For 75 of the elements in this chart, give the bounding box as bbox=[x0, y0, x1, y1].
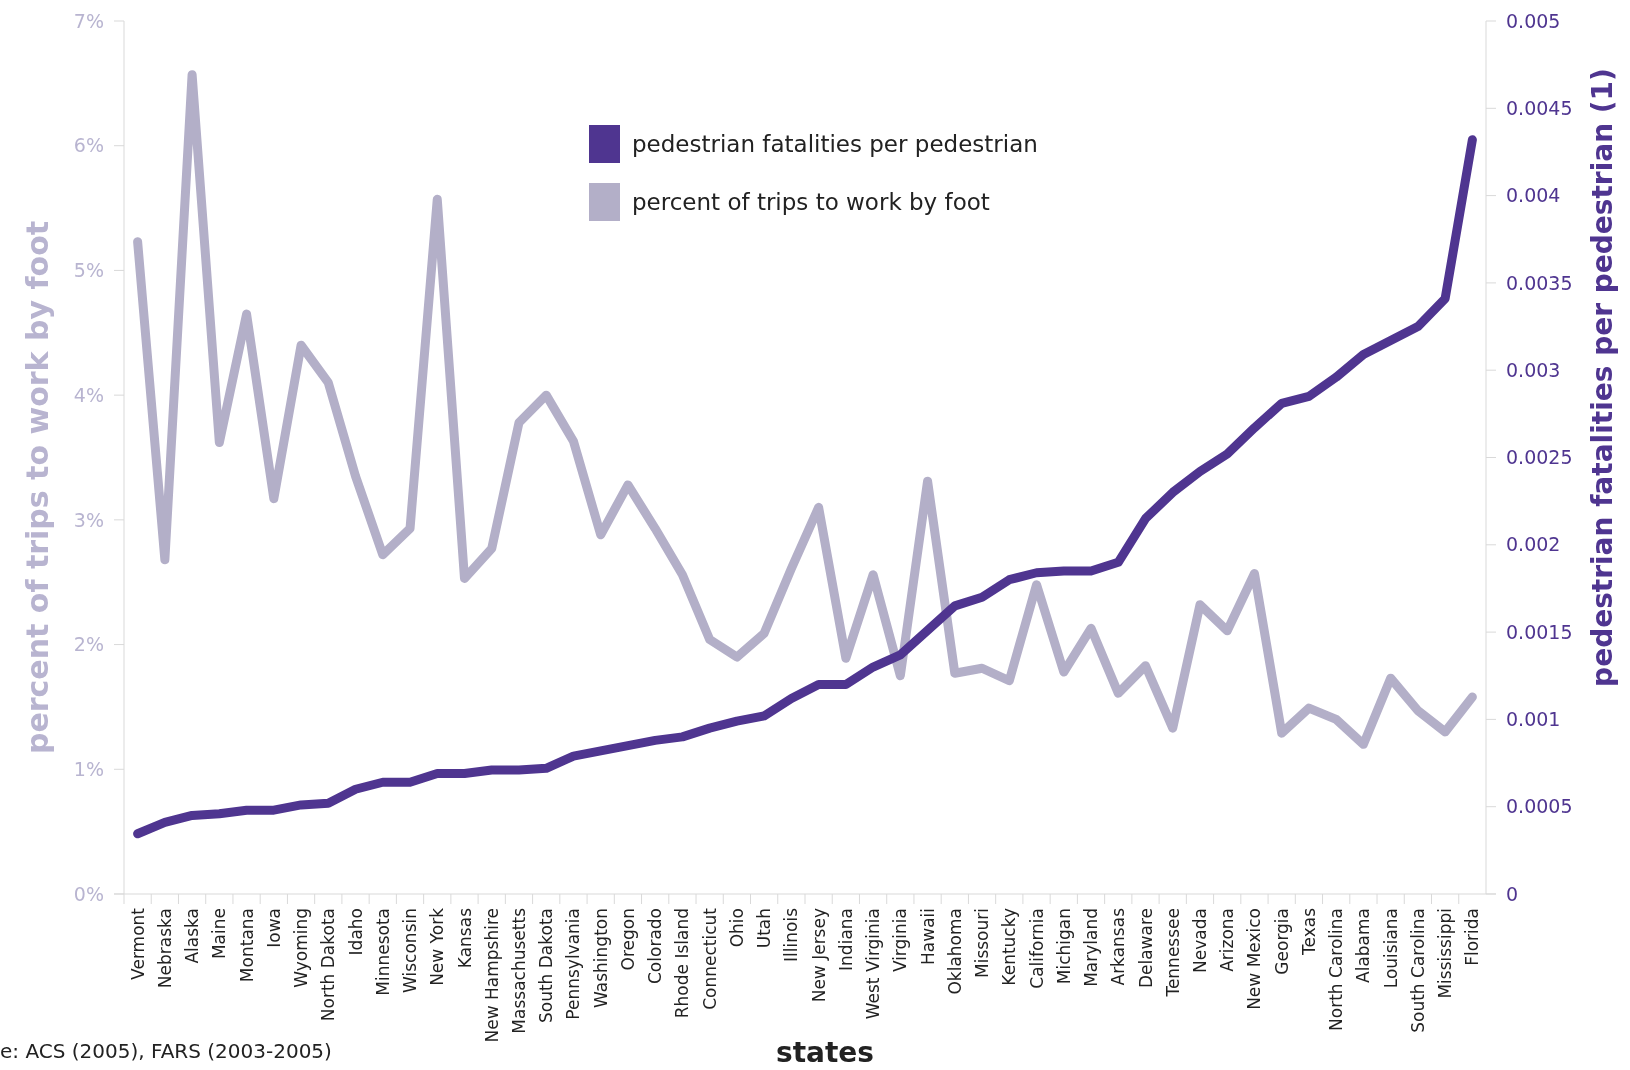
x-tick-label: Virginia bbox=[890, 908, 911, 973]
x-tick-label: Arkansas bbox=[1108, 907, 1129, 986]
x-tick-label: Arizona bbox=[1217, 908, 1238, 972]
x-tick-label: Kentucky bbox=[999, 908, 1020, 986]
x-tick-label: Minnesota bbox=[372, 908, 393, 996]
x-tick-label: Tennessee bbox=[1162, 908, 1183, 998]
x-tick-label: Maine bbox=[209, 908, 230, 960]
x-tick-label: New Mexico bbox=[1244, 908, 1265, 1010]
x-tick-label: South Dakota bbox=[536, 908, 557, 1024]
x-tick-label: Missouri bbox=[972, 908, 993, 978]
x-tick-label: Wisconsin bbox=[400, 908, 421, 993]
x-axis-title: states bbox=[776, 1036, 874, 1069]
y2-tick-label: 0.0035 bbox=[1506, 271, 1573, 294]
y-tick-label: 6% bbox=[73, 134, 104, 157]
y-tick-label: 4% bbox=[73, 383, 104, 406]
y2-tick-label: 0.004 bbox=[1506, 184, 1561, 207]
x-tick-label: Oregon bbox=[617, 908, 638, 971]
x-tick-label: Louisiana bbox=[1380, 908, 1401, 989]
x-tick-label: Hawaii bbox=[917, 908, 938, 965]
x-tick-label: Massachusetts bbox=[508, 907, 529, 1034]
y2-axis-title: pedestrian fatalities per pedestrian (1) bbox=[1586, 68, 1619, 687]
x-tick-label: Nevada bbox=[1189, 908, 1210, 973]
legend-label: pedestrian fatalities per pedestrian bbox=[632, 131, 1038, 158]
y2-tick-label: 0.0025 bbox=[1506, 446, 1573, 469]
x-tick-label: Alaska bbox=[182, 908, 203, 964]
x-tick-label: Nebraska bbox=[154, 908, 175, 989]
x-tick-label: South Carolina bbox=[1407, 908, 1428, 1033]
x-tick-label: Rhode Island bbox=[672, 908, 693, 1019]
text: e: ACS (2005), FARS (2003-2005) bbox=[0, 1039, 332, 1063]
y2-tick-label: 0 bbox=[1506, 882, 1519, 905]
x-tick-label: Vermont bbox=[127, 907, 148, 980]
x-tick-label: West Virginia bbox=[863, 908, 884, 1020]
x-tick-label: Texas bbox=[1298, 907, 1319, 956]
y2-tick-label: 0.0015 bbox=[1506, 620, 1573, 643]
x-tick-label: Georgia bbox=[1271, 908, 1292, 975]
y-tick-label: 3% bbox=[73, 508, 104, 531]
x-tick-label: Florida bbox=[1462, 908, 1483, 966]
x-tick-label: New York bbox=[427, 907, 448, 986]
y-tick-label: 1% bbox=[73, 757, 104, 780]
x-tick-label: North Carolina bbox=[1326, 908, 1347, 1031]
x-tick-label: Montana bbox=[236, 908, 257, 983]
x-tick-label: Mississippi bbox=[1435, 908, 1456, 999]
y-axis-title: percent of trips to work by foot bbox=[20, 220, 55, 755]
x-tick-label: Ohio bbox=[726, 908, 747, 948]
x-tick-label: Iowa bbox=[263, 908, 284, 948]
y2-tick-label: 0.003 bbox=[1506, 358, 1561, 381]
x-tick-label: Maryland bbox=[1081, 908, 1102, 987]
x-tick-label: California bbox=[1026, 908, 1047, 989]
x-tick-label: Connecticut bbox=[699, 907, 720, 1010]
y2-tick-label: 0.0045 bbox=[1506, 96, 1573, 119]
x-tick-label: Alabama bbox=[1353, 908, 1374, 983]
x-tick-label: Wyoming bbox=[291, 908, 312, 988]
x-tick-label: North Dakota bbox=[318, 908, 339, 1022]
y2-tick-label: 0.005 bbox=[1506, 9, 1561, 32]
x-tick-label: Pennsylvania bbox=[563, 908, 584, 1020]
x-tick-label: Idaho bbox=[345, 908, 366, 956]
x-tick-label: Washington bbox=[590, 908, 611, 1008]
y2-tick-label: 0.0005 bbox=[1506, 795, 1573, 818]
x-tick-label: Michigan bbox=[1053, 908, 1074, 985]
y-tick-label: 5% bbox=[73, 259, 104, 282]
y-tick-label: 0% bbox=[73, 882, 104, 905]
x-tick-label: Colorado bbox=[645, 908, 666, 984]
y2-tick-label: 0.002 bbox=[1506, 533, 1561, 556]
x-tick-label: Indiana bbox=[835, 908, 856, 971]
x-tick-label: Kansas bbox=[454, 907, 475, 969]
x-tick-label: Delaware bbox=[1135, 908, 1156, 989]
x-tick-label: Utah bbox=[754, 908, 775, 949]
x-tick-label: New Hampshire bbox=[481, 908, 502, 1043]
x-tick-label: New Jersey bbox=[808, 908, 829, 1003]
x-tick-label: Oklahoma bbox=[944, 908, 965, 995]
y-tick-label: 2% bbox=[73, 633, 104, 656]
x-tick-label: Illinois bbox=[781, 907, 802, 962]
y2-tick-label: 0.001 bbox=[1506, 708, 1561, 731]
legend-label: percent of trips to work by foot bbox=[632, 189, 990, 216]
y-tick-label: 7% bbox=[73, 9, 104, 32]
